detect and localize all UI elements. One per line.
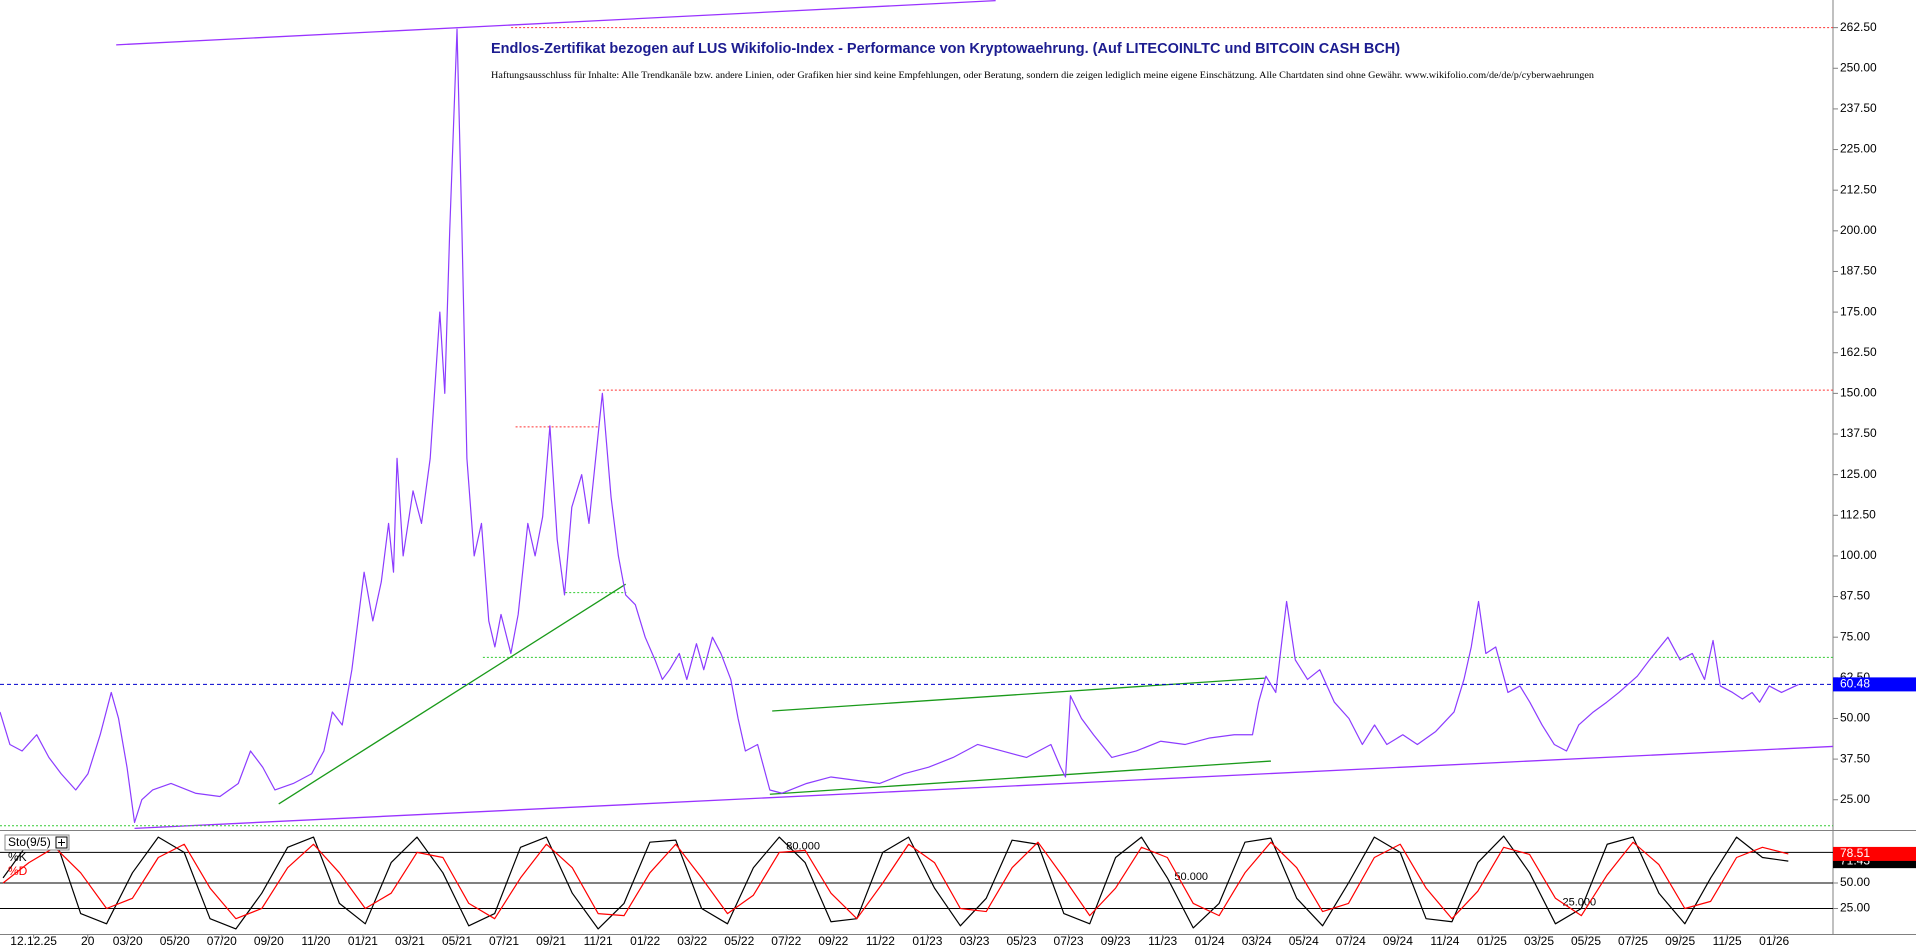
y-tick-label: 262.50 <box>1840 20 1877 34</box>
legend-icon-plus <box>58 839 65 846</box>
level-label: 80.000 <box>786 840 820 852</box>
price-line <box>0 28 1799 824</box>
x-tick-label: 07/22 <box>771 934 801 948</box>
last-value-box <box>1833 677 1916 692</box>
x-tick-label: 11/25 <box>1713 934 1742 948</box>
x-tick-label: 03/24 <box>1242 934 1272 948</box>
y-tick-label: 225.00 <box>1840 142 1877 156</box>
trend-line <box>278 583 627 805</box>
x-tick-label: 07/25 <box>1618 934 1648 948</box>
last-value-box <box>1833 846 1916 861</box>
x-tick-label: 05/25 <box>1571 934 1601 948</box>
y-tick-label: 100.00 <box>1840 548 1877 562</box>
x-tick-label: 01/21 <box>348 934 378 948</box>
trend-line <box>769 760 1271 795</box>
trend-line <box>116 0 996 46</box>
x-tick-label: 09/25 <box>1665 934 1695 948</box>
y-tick-label: 162.50 <box>1840 345 1877 359</box>
y-tick-label: 175.00 <box>1840 304 1877 318</box>
last-value-label: 60.48 <box>1840 677 1870 691</box>
x-tick-label: 01/22 <box>630 934 660 948</box>
x-tick-label: 01/25 <box>1477 934 1507 948</box>
x-tick-label: 09/21 <box>536 934 566 948</box>
y-tick-label: 125.00 <box>1840 467 1877 481</box>
legend-box <box>4 834 70 851</box>
x-tick-label: 07/24 <box>1336 934 1366 948</box>
y-tick-label: 212.50 <box>1840 182 1877 196</box>
x-tick-label: 07/23 <box>1054 934 1084 948</box>
y-tick-label: 112.50 <box>1840 507 1876 521</box>
y-tick-label: 75.00 <box>1840 629 1870 643</box>
y-tick-label: 37.50 <box>1840 751 1870 765</box>
indicator-label: Sto(9/5) <box>8 835 51 849</box>
x-tick-label: 03/25 <box>1524 934 1554 948</box>
x-tick-label: 03/20 <box>113 934 143 948</box>
x-tick-label: 05/20 <box>160 934 190 948</box>
chart-title: Endlos-Zertifikat bezogen auf LUS Wikifo… <box>491 41 1400 57</box>
y-tick-label: 50.00 <box>1840 875 1870 889</box>
y-tick-label: 87.50 <box>1840 589 1870 603</box>
oscillator-line <box>2 835 1789 930</box>
chart-subtitle: Haftungsausschluss für Inhalte: Alle Tre… <box>491 70 1594 81</box>
y-tick-label: 25.00 <box>1840 901 1870 915</box>
legend: Sto(9/5) %K %D <box>4 834 70 878</box>
x-tick-label: 01/24 <box>1195 934 1225 948</box>
legend-entry: %K <box>8 850 27 864</box>
x-tick-label: 20 <box>81 934 95 948</box>
trend-line <box>134 745 1833 829</box>
y-tick-label: 200.00 <box>1840 223 1877 237</box>
x-tick-label: 05/23 <box>1007 934 1037 948</box>
x-tick-label: 11/21 <box>584 934 613 948</box>
x-tick-label: 09/23 <box>1101 934 1131 948</box>
x-tick-label: 05/22 <box>724 934 754 948</box>
y-tick-label: 150.00 <box>1840 386 1877 400</box>
y-tick-label: 137.50 <box>1840 426 1877 440</box>
trend-line <box>772 677 1265 712</box>
x-tick-label: 07/21 <box>489 934 519 948</box>
x-tick-label: 05/21 <box>442 934 472 948</box>
x-tick-label: 09/22 <box>818 934 848 948</box>
x-tick-label: 03/23 <box>959 934 989 948</box>
oscillator-line <box>2 841 1789 920</box>
y-tick-label: 50.00 <box>1840 711 1870 725</box>
last-value-label: 78.51 <box>1840 846 1870 860</box>
x-tick-label: 11/23 <box>1148 934 1177 948</box>
y-tick-label: 187.50 <box>1840 264 1877 278</box>
plot-area <box>0 0 1833 829</box>
legend-entry: %D <box>8 864 28 878</box>
y-tick-label: 250.00 <box>1840 60 1877 74</box>
x-tick-label: 01/26 <box>1759 934 1789 948</box>
x-tick-label: 03/22 <box>677 934 707 948</box>
x-tick-label: 11/24 <box>1430 934 1459 948</box>
x-tick-label: 05/24 <box>1289 934 1319 948</box>
x-tick-label: 12.12.25 <box>10 934 57 948</box>
y-tick-label: 25.00 <box>1840 792 1870 806</box>
x-tick-label: 09/24 <box>1383 934 1413 948</box>
x-tick-label: 01/23 <box>912 934 942 948</box>
x-tick-label: 09/20 <box>254 934 284 948</box>
x-tick-label: 11/22 <box>866 934 895 948</box>
x-tick-label: 11/20 <box>301 934 330 948</box>
y-tick-label: 237.50 <box>1840 101 1877 115</box>
level-label: 50.000 <box>1174 871 1208 883</box>
x-tick-label: 03/21 <box>395 934 425 948</box>
x-tick-label: 07/20 <box>207 934 237 948</box>
